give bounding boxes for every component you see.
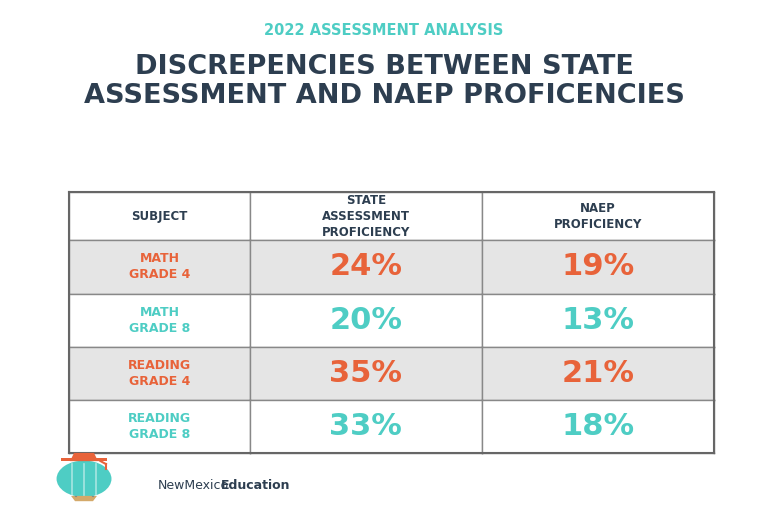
Text: NewMexico: NewMexico [157, 479, 229, 492]
Text: MATH
GRADE 8: MATH GRADE 8 [129, 306, 190, 335]
Text: 20%: 20% [329, 306, 402, 335]
Text: 18%: 18% [561, 412, 634, 441]
Text: 2022 ASSESSMENT ANALYSIS: 2022 ASSESSMENT ANALYSIS [264, 23, 504, 38]
Text: 24%: 24% [329, 252, 402, 282]
Text: STATE
ASSESSMENT
PROFICIENCY: STATE ASSESSMENT PROFICIENCY [322, 194, 410, 239]
Text: 13%: 13% [561, 306, 634, 335]
Polygon shape [61, 458, 107, 461]
Text: 19%: 19% [561, 252, 634, 282]
Ellipse shape [57, 461, 111, 497]
Text: NAEP
PROFICIENCY: NAEP PROFICIENCY [554, 202, 642, 230]
Text: Education: Education [220, 479, 290, 492]
Text: 33%: 33% [329, 412, 402, 441]
Text: READING
GRADE 8: READING GRADE 8 [128, 412, 191, 441]
Text: MATH
GRADE 4: MATH GRADE 4 [129, 252, 190, 282]
Text: SUBJECT: SUBJECT [131, 209, 187, 223]
Text: DISCREPENCIES BETWEEN STATE
ASSESSMENT AND NAEP PROFICENCIES: DISCREPENCIES BETWEEN STATE ASSESSMENT A… [84, 54, 684, 109]
Text: READING
GRADE 4: READING GRADE 4 [128, 359, 191, 388]
Polygon shape [70, 453, 98, 461]
Text: 35%: 35% [329, 359, 402, 388]
Text: 21%: 21% [561, 359, 634, 388]
Polygon shape [71, 496, 97, 501]
